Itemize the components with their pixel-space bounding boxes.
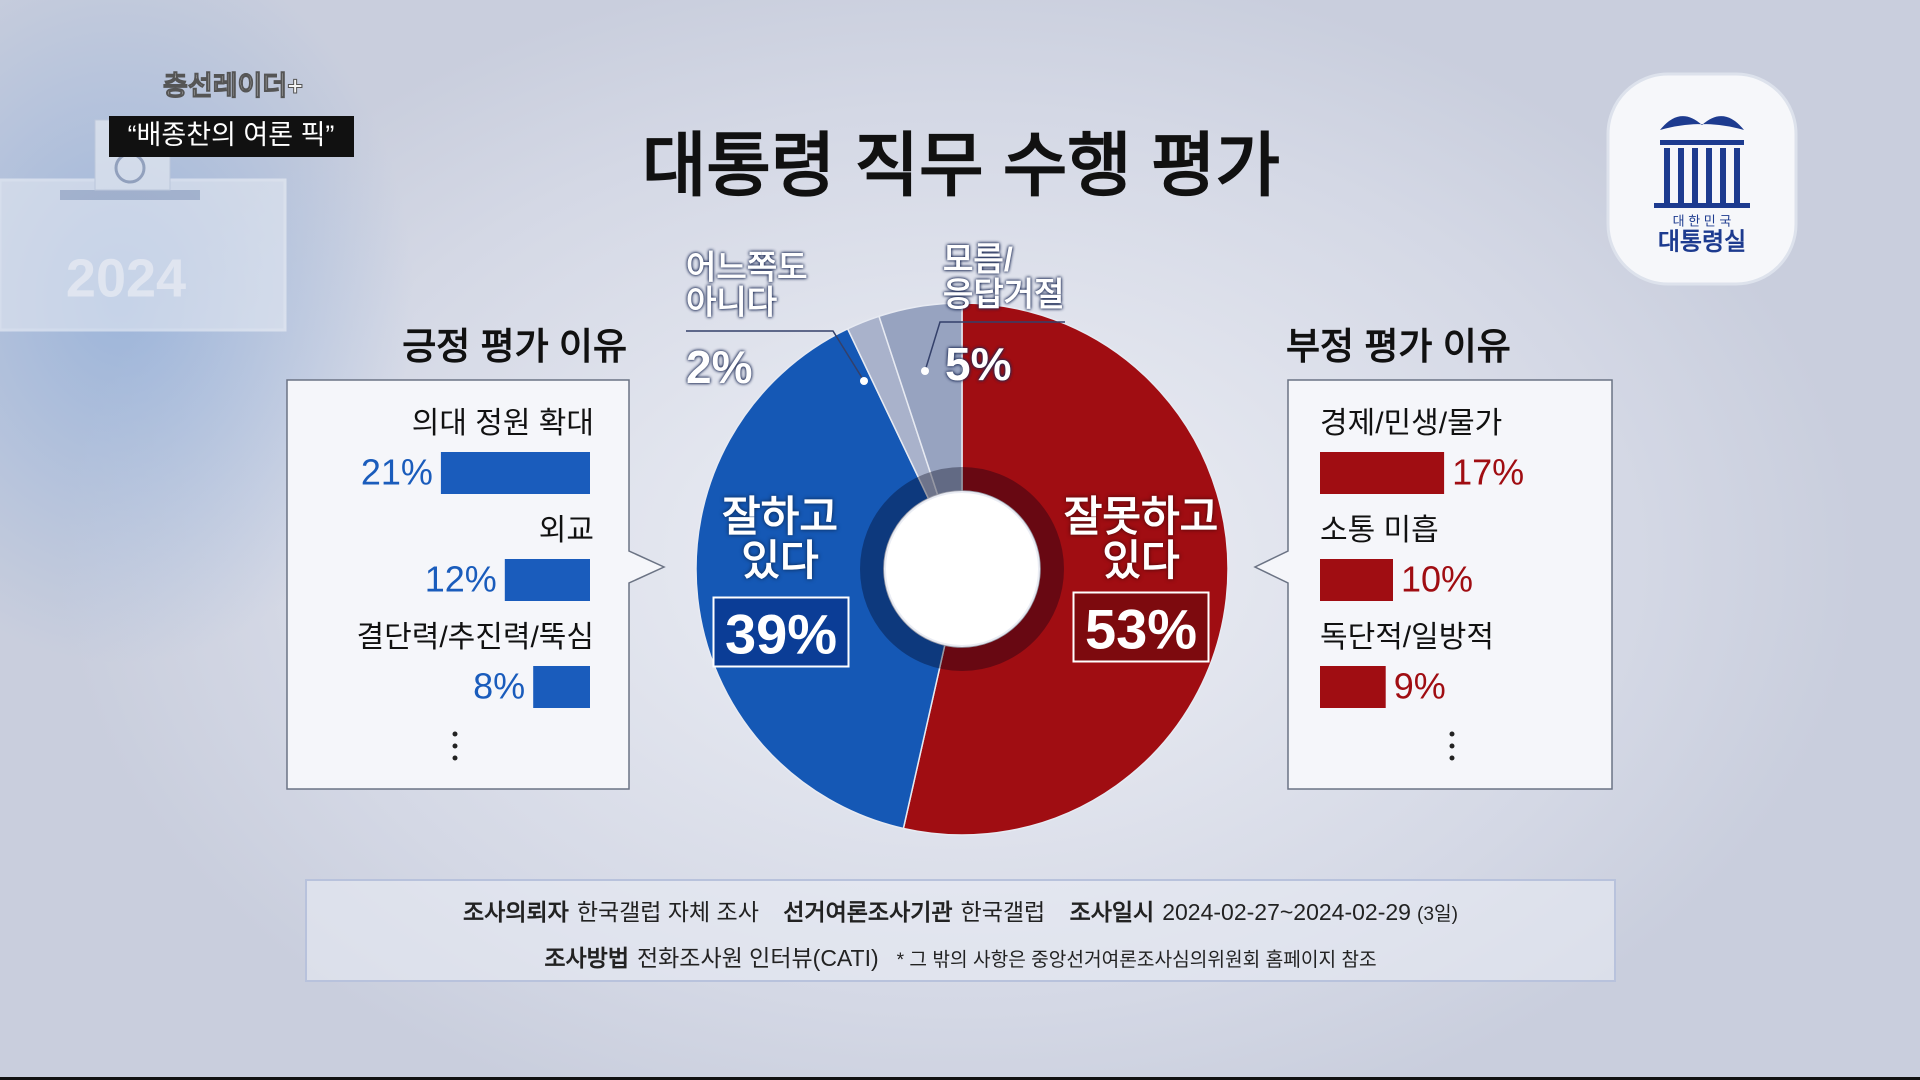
survey-line: 조사방법 전화조사원 인터뷰(CATI) * 그 밖의 사항은 중앙선거여론조사심의…: [307, 939, 1614, 973]
survey-label: 조사방법: [544, 945, 629, 971]
value-label: 21%: [361, 452, 433, 493]
survey-text: 한국갤럽 자체 조사: [576, 899, 759, 925]
survey-info: 조사의뢰자 한국갤럽 자체 조사 선거여론조사기관 한국갤럽 조사일시 2024-02…: [305, 879, 1616, 982]
segment-label: 잘하고 있다: [722, 492, 838, 584]
year-text: 2024: [66, 248, 186, 308]
survey-label: 조사일시: [1069, 899, 1155, 925]
bar: [1320, 559, 1393, 601]
segment-value: 39%: [712, 596, 850, 668]
inner-ring: [860, 467, 1064, 671]
segment-value: 5%: [945, 337, 1012, 390]
leader-line: [686, 330, 865, 382]
segment-label: 어느쪽도 아니다: [686, 248, 808, 320]
value-label: 9%: [1394, 666, 1446, 707]
bar: [504, 559, 590, 601]
program-name: 층선레이더+: [163, 71, 303, 101]
donut-segment: [695, 327, 946, 830]
survey-note: * 그 밖의 사항은 중앙선거여론조사심의위원회 홈페이지 참조: [896, 950, 1377, 971]
survey-text: 한국갤럽: [960, 899, 1046, 925]
logo-emblem: [1654, 116, 1750, 208]
survey-text: 2024-02-27~2024-02-29: [1162, 899, 1411, 925]
bar: [533, 666, 590, 708]
leader-dot: [921, 367, 929, 375]
value-label: 8%: [473, 666, 525, 707]
bar: [440, 452, 590, 494]
category-label: 결단력/추진력/뚝심: [357, 621, 594, 654]
category-label: 독단적/일방적: [1320, 621, 1494, 654]
value-label: 10%: [1401, 559, 1473, 600]
category-label: 소통 미흡: [1320, 514, 1439, 547]
segment-label: 잘못하고 있다: [1063, 492, 1219, 584]
donut-segment: [902, 302, 1229, 836]
panel-title: 부정 평가 이유: [1286, 326, 1511, 367]
bar: [1320, 666, 1386, 708]
survey-text: 전화조사원 인터뷰(CATI): [636, 945, 879, 971]
logo-badge: [1606, 72, 1798, 286]
logo-top: 대 한 민 국: [1673, 213, 1732, 228]
segment-label: 모름/ 응답거절: [943, 240, 1065, 312]
survey-label: 선거여론조사기관: [783, 899, 953, 925]
donut-segment: [878, 302, 963, 496]
segment-box: [109, 116, 354, 157]
value-label: 12%: [425, 559, 497, 600]
value-label: 17%: [1452, 452, 1524, 493]
category-label: 외교: [539, 514, 594, 547]
donut-hole: [886, 493, 1038, 645]
logo-name: 대통령실: [1658, 228, 1746, 255]
survey-days: (3일): [1416, 904, 1458, 925]
ellipsis: [452, 731, 1455, 761]
bar: [1320, 452, 1445, 494]
segment-value: 53%: [1072, 591, 1210, 663]
segment-title: “배종찬의 여론 픽”: [128, 120, 335, 150]
leader-line: [924, 321, 1065, 372]
panel-title: 긍정 평가 이유: [402, 326, 627, 367]
segment-value: 2%: [686, 340, 753, 393]
survey-label: 조사의뢰자: [463, 899, 569, 925]
leader-dot: [860, 377, 868, 385]
survey-line: 조사의뢰자 한국갤럽 자체 조사 선거여론조사기관 한국갤럽 조사일시 2024-02…: [307, 893, 1614, 927]
chart-title: 대통령 직무 수행 평가: [642, 126, 1280, 204]
category-label: 의대 정원 확대: [412, 407, 594, 440]
category-label: 경제/민생/물가: [1320, 407, 1502, 440]
bottom-bar: [0, 1077, 1920, 1080]
